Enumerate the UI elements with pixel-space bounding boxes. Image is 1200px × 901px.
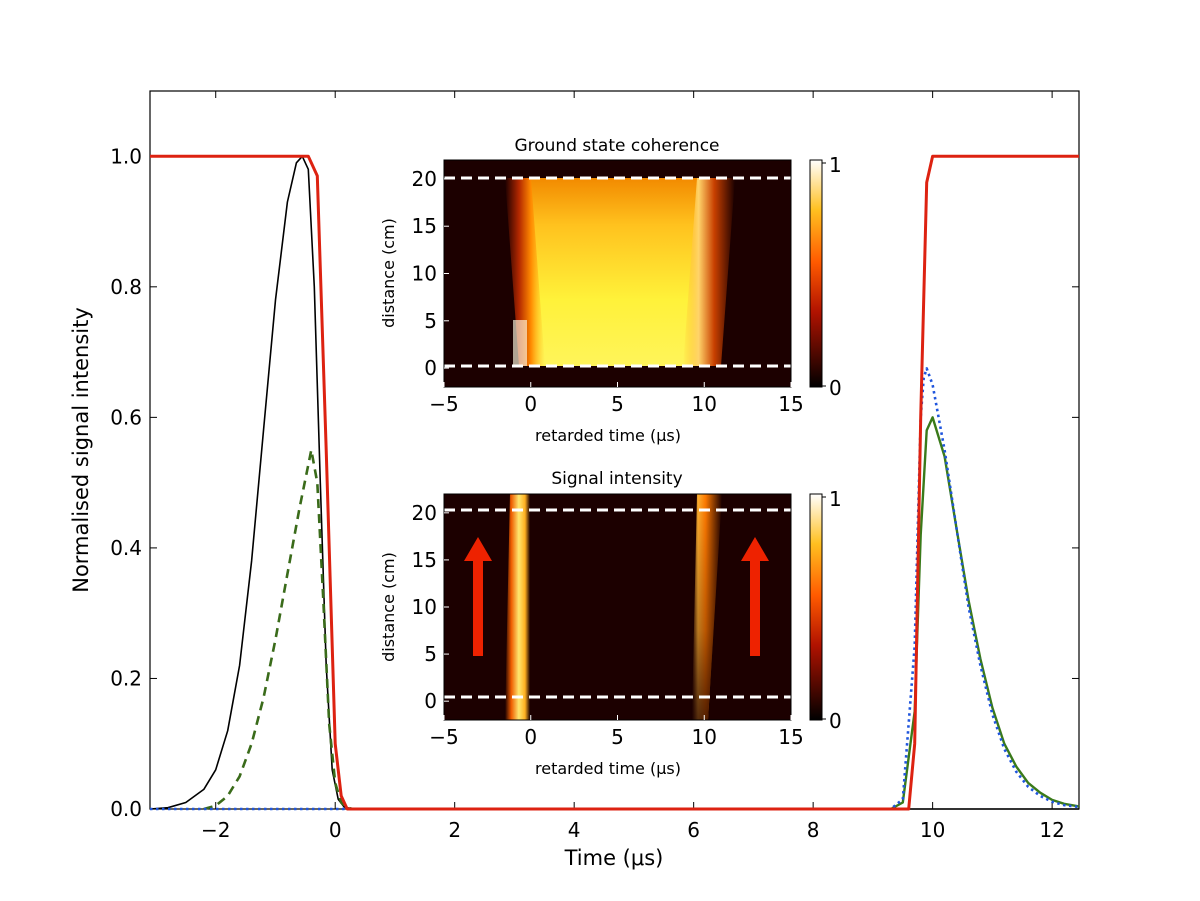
inset-y-tick-label: 20	[412, 501, 437, 525]
inset-x-tick-label: 10	[692, 725, 717, 749]
x-tick-label: 0	[329, 818, 342, 842]
inset1-y-axis-label: distance (cm)	[379, 218, 398, 328]
x-tick-label: 4	[568, 818, 581, 842]
inset1-title: Ground state coherence	[514, 136, 719, 156]
inset2-colorbar-min-label: 0	[829, 709, 842, 733]
main-y-axis-label: Normalised signal intensity	[69, 307, 93, 593]
x-tick-label: 12	[1039, 818, 1064, 842]
inset-y-tick-label: 5	[424, 642, 437, 666]
y-tick-label: 1.0	[110, 144, 142, 168]
inset2-colorbar-gradient	[809, 493, 823, 721]
inset-x-tick-label: −5	[429, 392, 458, 416]
inset2-axis-ticks: −5 0 5 10 15 0 5 10 15 20	[412, 501, 804, 749]
y-tick-label: 0.0	[110, 797, 142, 821]
inset1-heatmap	[443, 159, 792, 388]
inset1-x-axis-label: retarded time (μs)	[535, 426, 681, 445]
y-tick-label: 0.6	[110, 405, 142, 429]
inset2-title: Signal intensity	[551, 469, 682, 489]
inset-y-tick-label: 10	[412, 262, 437, 286]
x-tick-label: 2	[448, 818, 461, 842]
inset-x-tick-label: −5	[429, 725, 458, 749]
inset2-arrow-left	[464, 537, 492, 656]
x-tick-label: −2	[201, 818, 230, 842]
inset1-bright-spot	[513, 320, 527, 366]
inset-x-tick-label: 15	[778, 725, 803, 749]
main-series-group	[149, 154, 1080, 811]
y-tick-label: 0.4	[110, 536, 142, 560]
inset2-arrow-right	[741, 537, 769, 656]
inset2-heatmap	[443, 493, 792, 721]
inset1-axis-ticks: −5 0 5 10 15 0 5 10 15 20	[412, 167, 804, 416]
inset-y-tick-label: 20	[412, 167, 437, 191]
y-tick-label: 0.8	[110, 275, 142, 299]
inset1-left-edge	[505, 178, 545, 366]
inset-y-tick-label: 5	[424, 309, 437, 333]
inset-ground-state-coherence: Ground state coherence −5 0 5 10 1505101520 …	[379, 136, 842, 445]
series-line-0	[150, 154, 1079, 811]
inset1-colorbar-min-label: 0	[829, 376, 842, 400]
x-tick-label: 8	[807, 818, 820, 842]
inset-x-tick-label: 5	[611, 725, 624, 749]
inset2-colorbar-max-label: 1	[829, 487, 842, 511]
inset2-arrow-right-head	[741, 537, 769, 561]
inset1-colorbar-max-label: 1	[829, 153, 842, 177]
inset1-colorbar-gradient	[809, 159, 823, 388]
inset2-arrow-right-shaft	[750, 560, 760, 656]
inset2-signal-band-1	[505, 494, 530, 720]
inset-y-tick-label: 15	[412, 214, 437, 238]
main-x-axis-label: Time (μs)	[564, 846, 664, 870]
inset-x-tick-label: 10	[692, 392, 717, 416]
main-axis-ticks: −2 0 2 4 6 8 10 120.00.20.40.60.81.0	[110, 91, 1079, 842]
inset-x-tick-label: 5	[611, 392, 624, 416]
inset2-x-axis-label: retarded time (μs)	[535, 759, 681, 778]
inset-y-tick-label: 15	[412, 548, 437, 572]
inset-x-tick-label: 15	[778, 392, 803, 416]
inset2-signal-band-2-fade	[692, 494, 722, 720]
series-line-3	[890, 416, 1080, 811]
inset2-y-axis-label: distance (cm)	[379, 552, 398, 662]
inset2-heatmap-background	[444, 494, 791, 720]
inset1-colorbar: 1 0	[809, 153, 842, 400]
inset-x-tick-label: 0	[524, 725, 537, 749]
inset2-arrow-left-head	[464, 537, 492, 561]
inset-y-tick-label: 0	[424, 356, 437, 380]
inset-y-tick-label: 0	[424, 689, 437, 713]
inset1-right-edge	[683, 178, 735, 366]
x-tick-label: 10	[920, 818, 945, 842]
inset2-arrow-left-shaft	[473, 560, 483, 656]
series-line-2	[203, 448, 354, 811]
inset1-coherence-region	[517, 178, 714, 366]
y-tick-label: 0.2	[110, 666, 142, 690]
inset2-colorbar: 1 0	[809, 487, 842, 733]
x-tick-label: 6	[687, 818, 700, 842]
inset-y-tick-label: 10	[412, 595, 437, 619]
inset-x-tick-label: 0	[524, 392, 537, 416]
